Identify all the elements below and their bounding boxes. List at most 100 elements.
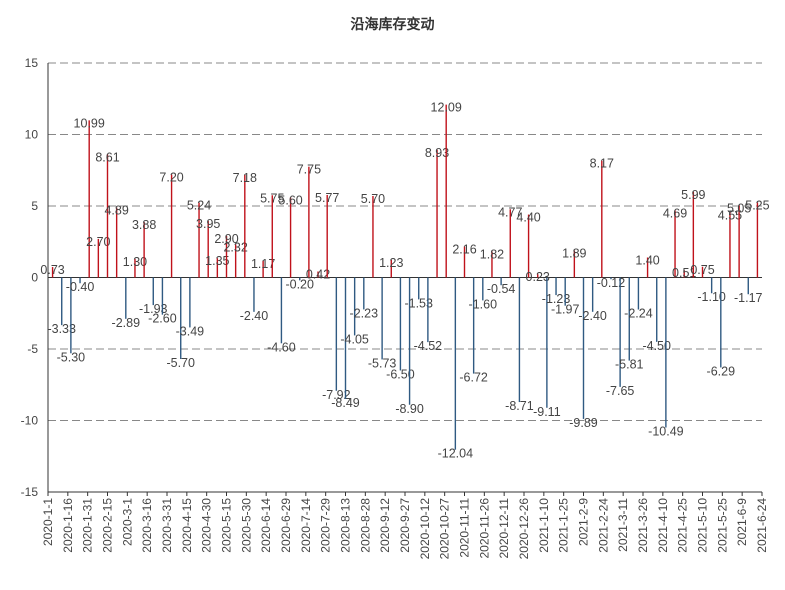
data-label: 2.32 [223, 240, 247, 254]
data-label: -4.05 [340, 332, 369, 346]
data-label: 2.70 [86, 235, 110, 249]
bar [656, 277, 658, 342]
bar [738, 205, 740, 278]
data-label: 1.30 [123, 255, 147, 269]
bar [280, 277, 283, 344]
bar [518, 277, 521, 403]
bar [253, 277, 255, 312]
data-label: -6.29 [707, 364, 736, 378]
x-tick-label: 2020-8-28 [358, 498, 372, 553]
bar [436, 149, 438, 278]
bar [363, 277, 365, 310]
bar [500, 277, 502, 286]
x-tick-label: 2020-9-12 [378, 498, 392, 553]
data-label: 5.05 [727, 201, 751, 215]
data-label: -3.33 [47, 322, 76, 336]
bar [729, 212, 731, 278]
data-label: 8.61 [95, 150, 119, 164]
bar [463, 246, 466, 278]
x-tick-label: 2020-6-29 [279, 498, 293, 553]
bar [134, 258, 136, 278]
bar [628, 277, 630, 361]
data-label: -1.23 [542, 292, 571, 306]
bar [509, 209, 511, 278]
bar [125, 277, 127, 319]
data-label: 0.23 [526, 270, 550, 284]
data-label: 8.17 [590, 157, 614, 171]
data-label: -4.52 [414, 339, 443, 353]
bar [317, 271, 319, 278]
data-label: 1.82 [480, 247, 504, 261]
data-label: 7.20 [159, 171, 183, 185]
data-label: -5.70 [166, 356, 195, 370]
data-label: -1.10 [697, 290, 726, 304]
data-label: 4.89 [104, 204, 128, 218]
bar [537, 274, 539, 278]
bar [271, 195, 273, 278]
data-label: 3.95 [196, 217, 220, 231]
x-tick-label: 2020-12-11 [497, 498, 511, 559]
data-label: -5.30 [57, 350, 86, 364]
data-label: 1.40 [635, 253, 659, 267]
data-label: 5.75 [260, 191, 284, 205]
bar [747, 277, 749, 295]
bar [665, 277, 667, 428]
bar [326, 194, 328, 278]
bar [591, 277, 594, 312]
data-label: -2.24 [624, 307, 653, 321]
data-label: -2.60 [148, 312, 177, 326]
bar [344, 277, 347, 399]
data-label: 8.93 [425, 146, 449, 160]
x-tick-label: 2020-7-29 [319, 498, 333, 553]
data-label: -6.72 [459, 371, 488, 385]
bar [683, 270, 685, 278]
bar [527, 214, 530, 278]
data-label: -5.73 [368, 356, 397, 370]
y-tick-label: 10 [25, 128, 39, 142]
y-tick-label: 5 [31, 199, 38, 213]
data-label: -8.90 [395, 402, 424, 416]
data-label: -12.04 [438, 447, 473, 461]
data-label: -2.23 [350, 306, 379, 320]
data-label: 1.35 [205, 254, 229, 268]
bar [308, 166, 310, 278]
x-tick-label: 2021-1-10 [537, 498, 551, 553]
x-tick-label: 2021-6-9 [735, 498, 749, 546]
bar [170, 174, 173, 278]
data-label: -7.65 [606, 384, 635, 398]
x-tick-label: 2021-3-26 [636, 498, 650, 553]
bar [399, 277, 402, 371]
bar [573, 250, 576, 278]
data-label: 5.70 [361, 192, 385, 206]
bar [408, 277, 411, 405]
data-label: 0.51 [672, 266, 696, 280]
data-label: 4.69 [663, 206, 687, 220]
bar [472, 277, 475, 374]
data-label: -8.71 [505, 399, 534, 413]
x-tick-label: 2021-5-10 [696, 498, 710, 553]
x-tick-label: 2020-1-31 [81, 498, 95, 553]
x-tick-label: 2020-3-1 [120, 498, 134, 546]
x-tick-label: 2021-5-25 [715, 498, 729, 553]
data-label: -1.53 [404, 296, 433, 310]
bar [445, 104, 447, 278]
bar [225, 236, 228, 278]
bar [454, 277, 457, 450]
x-tick-label: 2021-4-25 [676, 498, 690, 553]
data-label: 0.75 [690, 263, 714, 277]
bar [610, 277, 612, 280]
x-tick-label: 2020-5-15 [220, 498, 234, 553]
data-label: 5.60 [278, 193, 302, 207]
data-label: 4.40 [516, 211, 540, 225]
data-label: -2.40 [240, 309, 269, 323]
bar [335, 277, 338, 391]
x-tick-label: 2020-7-14 [299, 498, 313, 553]
bar [353, 277, 356, 336]
x-tick-label: 2020-12-26 [517, 498, 531, 560]
bar [234, 244, 237, 278]
data-label: -4.60 [267, 340, 296, 354]
bar [646, 257, 649, 278]
data-label: -9.11 [533, 405, 561, 419]
